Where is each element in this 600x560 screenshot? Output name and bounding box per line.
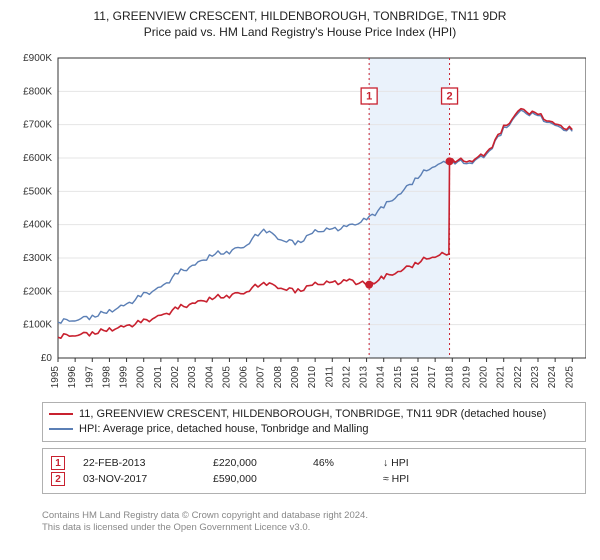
svg-text:2: 2 bbox=[446, 91, 452, 103]
svg-text:£0: £0 bbox=[41, 353, 53, 364]
svg-text:2003: 2003 bbox=[187, 366, 198, 389]
svg-text:2019: 2019 bbox=[461, 366, 472, 389]
event-row: 2 03-NOV-2017£590,000 ≈ HPI bbox=[51, 472, 577, 486]
svg-text:1998: 1998 bbox=[101, 366, 112, 389]
event-direction: ↓ HPI bbox=[383, 457, 409, 469]
svg-text:2010: 2010 bbox=[307, 366, 318, 389]
svg-text:2015: 2015 bbox=[393, 366, 404, 389]
svg-text:2018: 2018 bbox=[444, 366, 455, 389]
svg-text:2024: 2024 bbox=[547, 366, 558, 389]
event-date: 22-FEB-2013 bbox=[83, 457, 213, 469]
svg-text:2011: 2011 bbox=[324, 366, 335, 388]
svg-text:2007: 2007 bbox=[256, 366, 267, 389]
svg-text:2005: 2005 bbox=[221, 366, 232, 389]
svg-text:2013: 2013 bbox=[359, 366, 370, 389]
svg-text:2006: 2006 bbox=[239, 366, 250, 389]
svg-text:2008: 2008 bbox=[273, 366, 284, 389]
svg-text:2009: 2009 bbox=[290, 366, 301, 389]
svg-text:2000: 2000 bbox=[136, 366, 147, 389]
event-marker: 2 bbox=[51, 472, 65, 486]
svg-text:£500K: £500K bbox=[23, 187, 52, 198]
svg-text:2002: 2002 bbox=[170, 366, 181, 389]
svg-text:£600K: £600K bbox=[23, 153, 52, 164]
title-line-2: Price paid vs. HM Land Registry's House … bbox=[10, 24, 590, 40]
legend-swatch bbox=[49, 413, 73, 415]
svg-text:2020: 2020 bbox=[479, 366, 490, 389]
event-row: 1 22-FEB-2013£220,00046%↓ HPI bbox=[51, 456, 577, 470]
svg-text:1996: 1996 bbox=[67, 366, 78, 389]
svg-text:2021: 2021 bbox=[496, 366, 507, 389]
svg-text:2012: 2012 bbox=[341, 366, 352, 389]
svg-text:2014: 2014 bbox=[376, 366, 387, 389]
svg-text:£400K: £400K bbox=[23, 220, 52, 231]
legend-swatch bbox=[49, 428, 73, 430]
svg-text:2023: 2023 bbox=[530, 366, 541, 389]
svg-text:1999: 1999 bbox=[119, 366, 130, 389]
event-price: £220,000 bbox=[213, 457, 313, 469]
svg-text:£800K: £800K bbox=[23, 87, 52, 98]
legend-item: HPI: Average price, detached house, Tonb… bbox=[49, 422, 579, 437]
svg-text:1995: 1995 bbox=[50, 366, 61, 389]
svg-text:2022: 2022 bbox=[513, 366, 524, 389]
svg-text:£100K: £100K bbox=[23, 320, 52, 331]
svg-text:2016: 2016 bbox=[410, 366, 421, 389]
legend-item: 11, GREENVIEW CRESCENT, HILDENBOROUGH, T… bbox=[49, 407, 579, 422]
svg-text:2004: 2004 bbox=[204, 366, 215, 389]
svg-text:£700K: £700K bbox=[23, 120, 52, 131]
title-line-1: 11, GREENVIEW CRESCENT, HILDENBOROUGH, T… bbox=[10, 8, 590, 24]
event-date: 03-NOV-2017 bbox=[83, 473, 213, 485]
svg-text:2017: 2017 bbox=[427, 366, 438, 389]
footnote-line-1: Contains HM Land Registry data © Crown c… bbox=[42, 510, 368, 522]
legend: 11, GREENVIEW CRESCENT, HILDENBOROUGH, T… bbox=[42, 402, 586, 442]
legend-label: 11, GREENVIEW CRESCENT, HILDENBOROUGH, T… bbox=[79, 407, 546, 422]
chart-area: £0 £100K £200K £300K £400K £500K £600K £700K £80… bbox=[10, 48, 580, 398]
footnote-line-2: This data is licensed under the Open Gov… bbox=[42, 522, 368, 534]
event-direction: ≈ HPI bbox=[383, 473, 409, 485]
svg-text:2001: 2001 bbox=[153, 366, 164, 389]
legend-label: HPI: Average price, detached house, Tonb… bbox=[79, 422, 368, 437]
event-pct: 46% bbox=[313, 457, 383, 469]
svg-text:2025: 2025 bbox=[564, 366, 575, 389]
events-table: 1 22-FEB-2013£220,00046%↓ HPI 2 03-NOV-2017… bbox=[42, 448, 586, 494]
footnote: Contains HM Land Registry data © Crown c… bbox=[42, 510, 368, 535]
chart-title: 11, GREENVIEW CRESCENT, HILDENBOROUGH, T… bbox=[10, 8, 590, 40]
svg-text:£900K: £900K bbox=[23, 53, 52, 64]
svg-text:£200K: £200K bbox=[23, 287, 52, 298]
svg-text:1997: 1997 bbox=[84, 366, 95, 389]
event-price: £590,000 bbox=[213, 473, 313, 485]
line-chart: £0 £100K £200K £300K £400K £500K £600K £700K £80… bbox=[10, 48, 586, 398]
svg-text:£300K: £300K bbox=[23, 253, 52, 264]
svg-text:1: 1 bbox=[366, 91, 372, 103]
event-marker: 1 bbox=[51, 456, 65, 470]
